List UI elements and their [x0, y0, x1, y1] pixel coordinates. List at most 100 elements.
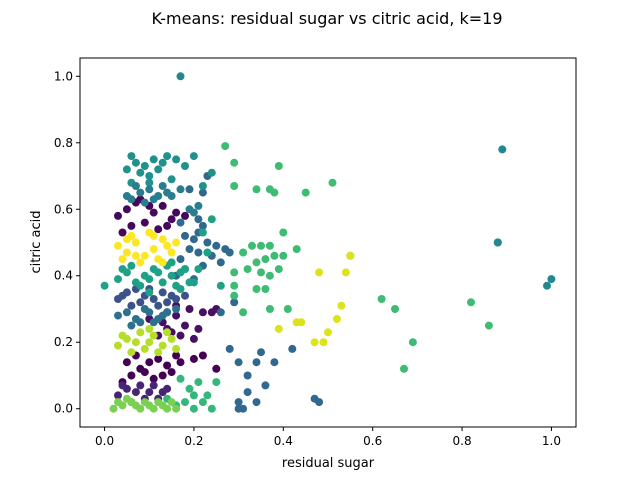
data-point	[203, 248, 212, 257]
data-point	[332, 315, 341, 323]
data-point	[114, 275, 122, 284]
data-point	[176, 185, 185, 194]
y-tick-label: 0.6	[54, 202, 73, 216]
data-point	[114, 211, 122, 220]
data-point	[158, 182, 167, 190]
data-point	[189, 391, 198, 400]
data-point	[310, 338, 319, 347]
data-point	[212, 241, 221, 250]
data-point	[167, 368, 176, 377]
data-point	[136, 381, 145, 390]
x-tick-label: 0.8	[453, 434, 472, 448]
data-point	[136, 281, 145, 290]
data-point	[172, 404, 181, 413]
data-point	[257, 348, 265, 357]
data-point	[467, 298, 475, 307]
data-point	[198, 308, 207, 317]
data-point	[185, 305, 194, 313]
data-point	[337, 301, 346, 310]
data-point	[127, 221, 136, 230]
chart-title: K-means: residual sugar vs citric acid, …	[151, 9, 502, 28]
data-point	[230, 291, 239, 300]
data-point	[136, 298, 145, 307]
data-point	[167, 271, 176, 280]
data-point	[167, 192, 176, 200]
data-point	[158, 341, 167, 350]
data-point	[189, 208, 198, 217]
x-tick-label: 0.4	[274, 434, 293, 448]
data-point	[158, 288, 167, 297]
data-point	[136, 318, 145, 327]
data-point	[328, 178, 337, 187]
y-tick-label: 0.2	[54, 335, 73, 349]
data-point	[167, 248, 176, 257]
data-point	[198, 351, 207, 360]
data-point	[145, 338, 154, 347]
data-point	[198, 188, 207, 197]
data-point	[292, 245, 301, 254]
data-point	[230, 268, 239, 277]
data-point	[167, 175, 176, 184]
data-point	[145, 288, 154, 297]
data-point	[140, 398, 149, 407]
data-point	[265, 241, 274, 250]
data-point	[270, 251, 279, 260]
data-point	[185, 384, 194, 393]
data-point	[158, 258, 167, 267]
data-point	[149, 245, 158, 254]
data-point	[346, 251, 355, 260]
data-point	[207, 404, 216, 413]
data-point	[189, 278, 198, 287]
data-point	[194, 201, 203, 210]
data-point	[216, 308, 225, 317]
data-point	[122, 308, 131, 317]
data-point	[118, 255, 127, 264]
data-point	[176, 72, 185, 81]
y-axis-label: citric acid	[29, 210, 44, 273]
data-point	[127, 152, 136, 161]
data-point	[194, 215, 203, 224]
data-point	[136, 258, 145, 267]
data-point	[172, 311, 181, 320]
data-point	[114, 311, 122, 320]
data-point	[149, 331, 158, 340]
data-point	[172, 351, 181, 360]
data-point	[230, 281, 239, 290]
data-point	[261, 381, 270, 390]
data-point	[149, 155, 158, 164]
data-point	[127, 261, 136, 270]
data-point	[265, 305, 274, 313]
data-point	[207, 168, 216, 177]
data-point	[118, 228, 127, 237]
data-point	[301, 188, 310, 197]
x-tick-label: 0.0	[95, 434, 114, 448]
data-point	[122, 192, 131, 200]
data-point	[181, 321, 189, 330]
data-point	[198, 182, 207, 190]
data-point	[194, 248, 203, 257]
data-point	[122, 205, 131, 214]
data-point	[498, 145, 507, 154]
data-point	[315, 398, 324, 407]
data-point	[114, 391, 122, 400]
data-point	[257, 241, 265, 250]
data-point	[158, 235, 167, 244]
data-point	[140, 162, 149, 170]
data-point	[145, 185, 154, 194]
data-point	[270, 188, 279, 197]
data-point	[118, 331, 127, 340]
data-point	[315, 268, 324, 277]
data-point	[274, 324, 283, 333]
x-tick-label: 0.2	[184, 434, 203, 448]
data-point	[149, 295, 158, 303]
data-point	[145, 178, 154, 187]
data-point	[543, 281, 551, 290]
data-point	[154, 225, 163, 234]
data-point	[484, 321, 493, 330]
data-point	[252, 358, 261, 367]
data-point	[230, 158, 239, 167]
data-point	[163, 298, 172, 307]
data-point	[261, 285, 270, 293]
data-point	[118, 265, 127, 274]
